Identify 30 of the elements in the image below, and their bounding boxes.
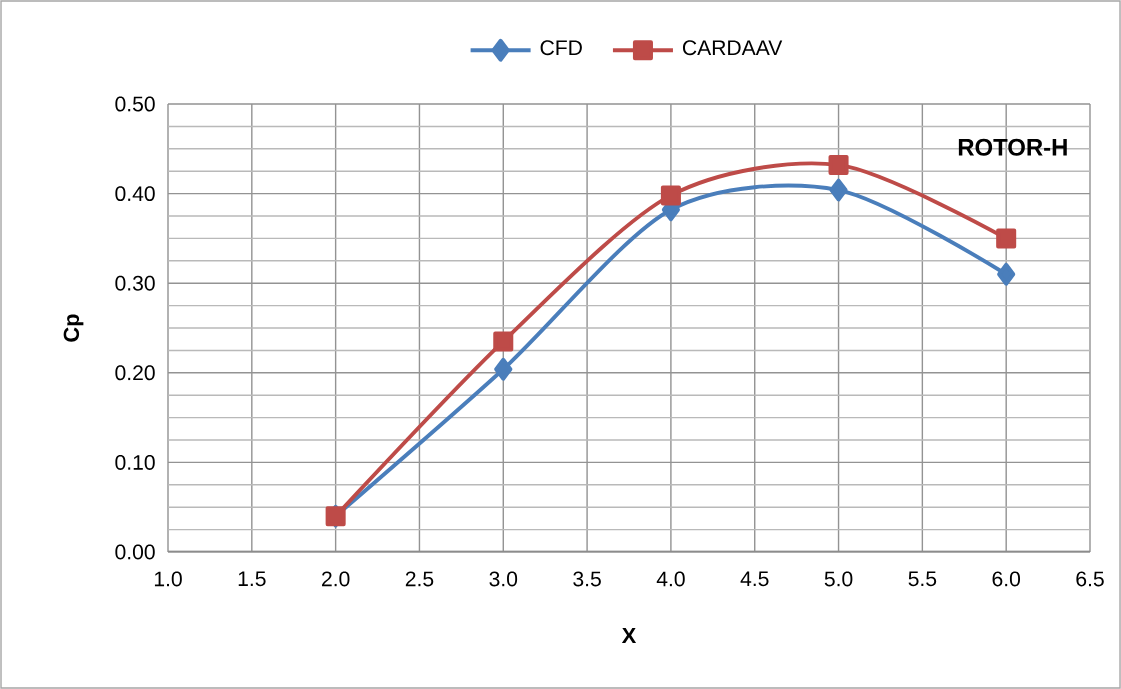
x-tick-label: 4.5 (740, 571, 769, 587)
x-tick-label: 6.0 (992, 571, 1021, 587)
point (660, 185, 681, 206)
y-axis-title: Cp (63, 314, 84, 342)
x-tick-label: 2.0 (322, 571, 350, 587)
x-tick-label: 3.0 (489, 571, 518, 587)
x-axis-title: X (621, 628, 637, 644)
legend-label: CFD (540, 40, 582, 56)
y-tick-label: 0.40 (115, 186, 155, 202)
y-tick-label: 0.20 (115, 365, 155, 381)
y-tick-label: 0.10 (115, 454, 155, 470)
point (494, 357, 513, 381)
annotation: ROTOR-H (958, 138, 1067, 156)
y-tick-label: 0.50 (115, 96, 155, 112)
x-tick-label: 5.0 (824, 571, 853, 587)
x-tick-label: 4.0 (656, 571, 685, 587)
x-tick-label: 1.5 (238, 571, 266, 587)
x-tick-label: 6.5 (1076, 571, 1104, 587)
y-tick-label: 0.30 (115, 275, 155, 291)
y-tick-label: 0.00 (115, 544, 155, 560)
point (829, 178, 848, 202)
point (493, 331, 514, 352)
x-tick-label: 3.5 (573, 571, 601, 587)
point (828, 154, 849, 175)
x-tick-label: 1.0 (154, 571, 182, 587)
legend-label: CARDAAV (682, 40, 783, 56)
x-tick-label: 2.5 (405, 571, 434, 587)
point (997, 262, 1016, 286)
x-tick-label: 5.5 (908, 571, 937, 587)
point (996, 228, 1017, 249)
